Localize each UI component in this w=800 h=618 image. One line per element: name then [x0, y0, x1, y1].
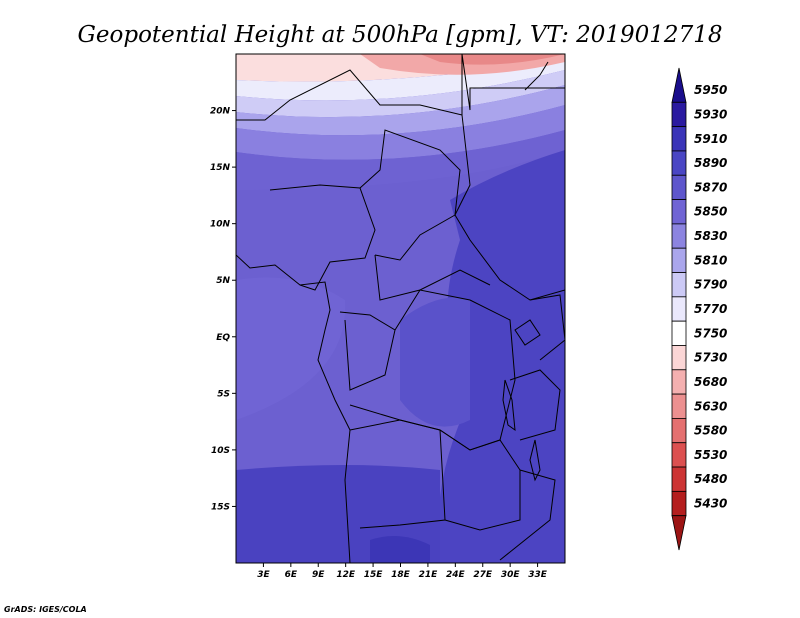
colorbar-label: 5890 — [694, 156, 727, 170]
field-band-5850 — [236, 105, 565, 160]
lon-tick-label: 33E — [528, 570, 548, 580]
lon-tick-label: 15E — [364, 570, 384, 580]
colorbar-label: 5730 — [694, 351, 727, 365]
field-southeast-5910 — [370, 536, 430, 563]
colorbar-cell — [671, 150, 687, 176]
colorbar-label: 5530 — [694, 448, 727, 462]
colorbar-cell — [671, 272, 687, 298]
lat-tick-label: 15N — [210, 163, 231, 173]
lon-tick-label: 27E — [473, 570, 493, 580]
coast-west-africa — [236, 254, 351, 563]
field-band-5870 — [236, 130, 565, 190]
colorbar-label: 5630 — [694, 399, 727, 413]
lat-tick-label: 20N — [210, 107, 231, 117]
border-tanzania — [509, 369, 561, 441]
lat-tick-label: EQ — [216, 333, 230, 343]
colorbar-label: 5930 — [694, 107, 727, 121]
lake-victoria — [514, 319, 541, 346]
border-north — [236, 54, 463, 121]
colorbar-cell — [671, 320, 687, 346]
map-title: Geopotential Height at 500hPa [gpm], VT:… — [78, 22, 723, 48]
height-field — [236, 54, 565, 563]
field-band-5830 — [236, 85, 565, 136]
colorbar-cell — [671, 393, 687, 419]
colorbar-cell — [671, 369, 687, 395]
colorbar-cell — [671, 296, 687, 322]
field-central-5890 — [400, 297, 470, 427]
field-warm-core-2 — [420, 54, 565, 65]
colorbar-label: 5480 — [694, 472, 727, 486]
lat-tick-label: 5N — [216, 276, 230, 286]
colorbar-label: 5810 — [694, 253, 727, 267]
border-kenya — [529, 294, 565, 361]
colorbar-label: 5910 — [694, 132, 727, 146]
lon-tick-label: 21E — [419, 570, 439, 580]
colorbar-cell — [671, 466, 687, 492]
border-libya-egypt — [461, 54, 565, 111]
field-band-5790 — [236, 58, 565, 101]
colorbar-cell — [671, 515, 687, 551]
colorbar-label: 5850 — [694, 205, 727, 219]
latitude-axis: 20N 15N 10N 5N EQ 5S 10S 15S — [210, 107, 236, 512]
grads-credit: GrADS: IGES/COLA — [4, 605, 87, 614]
colorbar-label: 5830 — [694, 229, 727, 243]
field-band-5810 — [236, 70, 565, 118]
lat-tick-label: 15S — [211, 502, 230, 512]
field-east-5890 — [438, 150, 565, 563]
lon-tick-label: 9E — [312, 570, 325, 580]
colorbar-cell — [671, 223, 687, 249]
lon-tick-label: 6E — [285, 570, 298, 580]
colorbar-cell — [671, 199, 687, 225]
border-chad — [359, 129, 461, 261]
colorbar-cell — [671, 490, 687, 517]
colorbar-cell — [671, 101, 687, 128]
colorbar-cell — [671, 126, 687, 152]
lake-malawi — [529, 439, 541, 482]
field-west-5870 — [236, 277, 346, 420]
country-borders — [236, 54, 565, 563]
border-nigeria — [269, 184, 376, 291]
colorbar-label: 5770 — [694, 302, 727, 316]
lat-tick-label: 10S — [211, 446, 230, 456]
colorbar-label: 5430 — [694, 497, 727, 511]
colorbar-label: 5750 — [694, 326, 727, 340]
colorbar-cell — [671, 67, 687, 103]
colorbar-label: 5580 — [694, 424, 727, 438]
lon-tick-label: 12E — [336, 570, 356, 580]
lon-tick-label: 3E — [257, 570, 270, 580]
lon-tick-label: 24E — [446, 570, 466, 580]
colorbar: 5950 5930 5910 5890 5870 5850 5830 5810 5790 5770… — [671, 67, 727, 551]
colorbar-cell — [671, 174, 687, 200]
colorbar-cell — [671, 442, 687, 468]
lat-tick-label: 5S — [217, 389, 230, 399]
border-congo — [339, 311, 396, 391]
lon-tick-label: 18E — [391, 570, 411, 580]
colorbar-label: 5950 — [694, 83, 727, 97]
colorbar-cell — [671, 418, 687, 444]
colorbar-label: 5870 — [694, 180, 727, 194]
colorbar-label: 5790 — [694, 278, 727, 292]
colorbar-label: 5680 — [694, 375, 727, 389]
red-sea-coast — [524, 61, 549, 91]
lon-tick-label: 30E — [501, 570, 521, 580]
border-angola — [349, 419, 446, 529]
longitude-axis: 3E 6E 9E 12E 15E 18E 21E 24E 27E 30E 33E — [257, 563, 548, 580]
colorbar-cell — [671, 345, 687, 371]
lat-tick-label: 10N — [210, 220, 231, 230]
lake-tanganyika — [502, 379, 516, 432]
colorbar-cell — [671, 247, 687, 273]
